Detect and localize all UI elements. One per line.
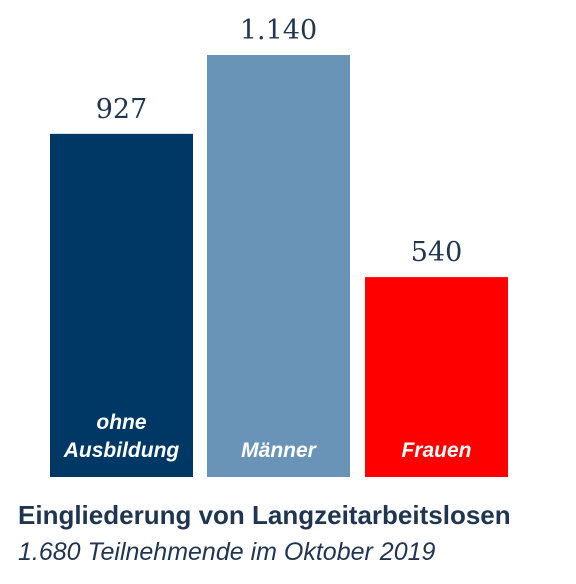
bar-chart: 927 ohne Ausbildung 1.140 Männer 540 Frauen (50, 15, 508, 478)
value-label-0: 927 (96, 94, 148, 125)
chart-title: Eingliederung von Langzeitarbeitslosen (18, 500, 511, 530)
bar-2 (365, 277, 508, 477)
category-label-1-0: Männer (241, 439, 318, 462)
chart-subtitle: 1.680 Teilnehmende im Oktober 2019 (18, 538, 436, 566)
bar-0 (50, 133, 193, 478)
value-label-1: 1.140 (240, 15, 317, 46)
bar-1 (207, 55, 350, 477)
value-label-2: 540 (411, 237, 463, 268)
category-label-0-1: Ausbildung (63, 439, 180, 462)
category-label-0-0: ohne (96, 411, 146, 434)
category-label-2-0: Frauen (401, 439, 471, 462)
